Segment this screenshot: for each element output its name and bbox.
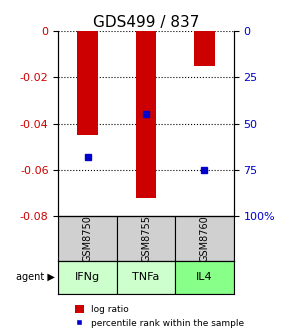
Text: GSM8755: GSM8755 (141, 215, 151, 262)
Legend: log ratio, percentile rank within the sample: log ratio, percentile rank within the sa… (71, 301, 248, 332)
Bar (194, 31, 215, 66)
Text: IFNg: IFNg (75, 272, 100, 283)
Title: GDS499 / 837: GDS499 / 837 (93, 15, 199, 30)
Text: IL4: IL4 (196, 272, 213, 283)
Bar (77, 31, 98, 135)
FancyBboxPatch shape (175, 261, 234, 294)
Text: GSM8750: GSM8750 (83, 215, 93, 262)
FancyBboxPatch shape (58, 216, 117, 261)
Text: TNFa: TNFa (132, 272, 160, 283)
FancyBboxPatch shape (117, 261, 175, 294)
FancyBboxPatch shape (58, 261, 117, 294)
Text: agent ▶: agent ▶ (16, 272, 55, 283)
FancyBboxPatch shape (175, 216, 234, 261)
Text: GSM8760: GSM8760 (200, 215, 209, 262)
Bar (136, 31, 156, 198)
FancyBboxPatch shape (117, 216, 175, 261)
